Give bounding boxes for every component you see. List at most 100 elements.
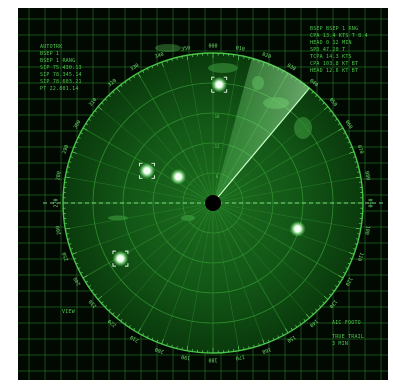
rim-tick bbox=[78, 267, 81, 270]
rim-tick bbox=[73, 146, 77, 149]
bearing-label: 130 bbox=[328, 298, 338, 309]
rim-tick bbox=[243, 347, 245, 350]
hud-bottom-left: VIEW bbox=[62, 309, 75, 315]
rim-tick bbox=[101, 102, 104, 105]
rim-tick bbox=[161, 61, 164, 67]
bearing-spoke bbox=[212, 202, 289, 334]
bearing-label: 190 bbox=[181, 353, 191, 360]
rim-tick bbox=[104, 98, 108, 101]
target-bracket bbox=[223, 76, 228, 81]
rim-tick bbox=[311, 312, 314, 315]
rim-tick bbox=[303, 319, 306, 322]
rim-tick bbox=[349, 252, 355, 255]
rim-tick bbox=[65, 227, 71, 230]
rim-tick bbox=[116, 87, 121, 93]
rim-tick bbox=[71, 252, 77, 255]
rim-tick bbox=[186, 345, 189, 351]
rim-tick bbox=[299, 81, 302, 84]
target-bracket bbox=[211, 89, 215, 93]
rim-tick bbox=[97, 295, 103, 300]
rim-tick bbox=[176, 346, 178, 349]
contact-west[interactable] bbox=[138, 162, 155, 179]
rim-tick bbox=[337, 123, 341, 126]
bearing-label: 350 bbox=[181, 45, 191, 52]
rim-tick bbox=[91, 289, 94, 292]
bearing-label: 300 bbox=[73, 119, 83, 130]
bearing-spoke bbox=[212, 202, 329, 300]
rim-tick bbox=[91, 114, 94, 117]
rim-tick bbox=[78, 136, 81, 139]
bearing-spokes bbox=[63, 53, 363, 353]
rim-tick bbox=[97, 106, 103, 111]
rim-tick bbox=[124, 81, 127, 84]
bearing-spoke bbox=[212, 127, 344, 204]
rim-tick bbox=[186, 55, 189, 61]
target-bracket bbox=[211, 76, 215, 81]
rim-tick bbox=[237, 345, 240, 351]
bearing-spoke bbox=[116, 87, 214, 204]
contact-northwest[interactable] bbox=[170, 168, 187, 185]
bearing-spoke bbox=[186, 202, 214, 351]
rim-tick bbox=[94, 110, 97, 113]
contact-southwest[interactable] bbox=[112, 250, 129, 267]
bearing-spoke bbox=[212, 202, 355, 255]
bearing-label: 310 bbox=[88, 97, 98, 108]
rim-tick bbox=[82, 275, 88, 279]
rim-tick bbox=[311, 91, 314, 94]
rim-tick bbox=[108, 308, 111, 312]
hud-top-right: BSEP BSEP 1 RNG CPA 13.4 KTS T 8.4 HEAD … bbox=[310, 26, 368, 74]
bearing-label: 330 bbox=[129, 63, 140, 73]
rim-tick bbox=[67, 238, 70, 240]
rim-tick bbox=[323, 106, 329, 111]
rim-tick bbox=[68, 243, 72, 245]
rim-tick bbox=[67, 166, 70, 168]
rim-tick bbox=[137, 72, 141, 78]
hud-line: SIP 78.345.14 bbox=[40, 72, 82, 78]
bearing-label: 210 bbox=[129, 334, 140, 344]
hud-line: BSEP 1 bbox=[40, 51, 59, 57]
rim-tick bbox=[104, 305, 108, 308]
bearing-spoke bbox=[186, 55, 214, 204]
rim-tick bbox=[151, 337, 154, 341]
bearing-label: 340 bbox=[154, 52, 165, 61]
bearing-label: 070 bbox=[356, 144, 365, 155]
bearing-spoke bbox=[212, 106, 329, 204]
hud-line: CPA 13.4 KTS T 8.4 bbox=[310, 33, 368, 39]
target-bracket bbox=[112, 263, 116, 267]
rim-tick bbox=[322, 102, 325, 105]
rim-tick bbox=[356, 166, 359, 168]
bearing-spoke bbox=[97, 202, 214, 300]
radar-scope: 6121824 00001002003004005006007008009010… bbox=[18, 8, 388, 380]
rim-tick bbox=[65, 176, 71, 179]
rim-tick bbox=[323, 295, 329, 300]
contact-north[interactable] bbox=[211, 76, 228, 93]
hud-line: TCPA 14.3 KTS bbox=[310, 54, 352, 60]
bearing-spoke bbox=[212, 202, 265, 345]
target-bracket bbox=[151, 162, 155, 167]
bearing-label: 250 bbox=[62, 251, 71, 262]
bearing-label: 020 bbox=[261, 52, 272, 61]
rim-tick bbox=[253, 58, 255, 62]
rim-tick bbox=[356, 238, 359, 240]
bearing-label: 280 bbox=[55, 171, 62, 181]
rim-tick bbox=[335, 285, 338, 288]
bearing-spoke bbox=[161, 202, 214, 345]
rim-tick bbox=[332, 289, 335, 292]
rim-tick bbox=[357, 233, 360, 235]
bearing-spoke bbox=[212, 202, 240, 351]
bearing-spoke bbox=[161, 61, 214, 204]
rim-tick bbox=[94, 293, 97, 296]
bearing-label: 010 bbox=[235, 45, 245, 52]
rim-tick bbox=[80, 271, 83, 274]
bearing-label: 000 bbox=[208, 44, 217, 50]
bearing-spoke bbox=[212, 202, 361, 230]
rim-tick bbox=[332, 114, 335, 117]
rim-tick bbox=[345, 267, 348, 270]
bearing-label: 040 bbox=[308, 78, 319, 88]
bearing-label: 200 bbox=[154, 346, 165, 355]
rim-tick bbox=[315, 308, 318, 312]
rim-tick bbox=[262, 61, 265, 67]
contact-east[interactable] bbox=[289, 220, 306, 237]
rim-tick bbox=[85, 123, 89, 126]
bearing-label: 150 bbox=[286, 334, 297, 344]
